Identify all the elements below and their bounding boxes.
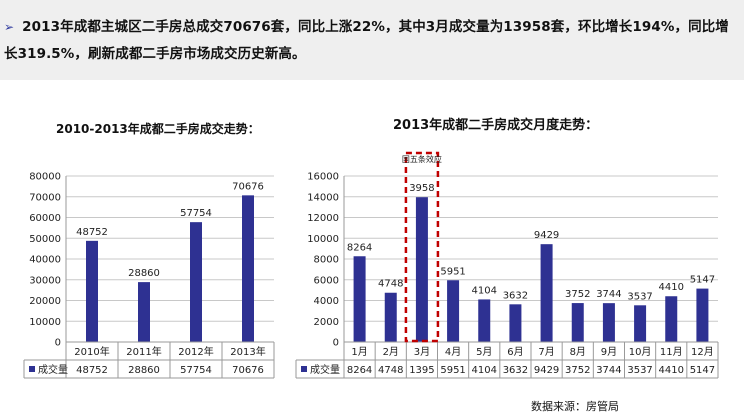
- bar: [353, 256, 366, 342]
- chart-title: 2010-2013年成都二手房成交走势：: [56, 121, 260, 136]
- bar: [696, 288, 709, 342]
- y-tick-label: 10000: [29, 317, 61, 328]
- data-label: 5951: [440, 266, 465, 277]
- bar: [509, 304, 522, 342]
- data-label: 4104: [472, 285, 497, 296]
- data-label: 9429: [534, 230, 559, 241]
- x-category-label: 7月: [538, 346, 554, 358]
- y-tick-label: 6000: [314, 275, 339, 286]
- data-source: 数据来源：房管局: [531, 400, 619, 413]
- table-value: 8264: [347, 365, 372, 376]
- data-label: 3744: [596, 289, 621, 300]
- y-tick-label: 12000: [307, 213, 339, 224]
- x-category-label: 10月: [629, 346, 652, 358]
- chart-2: 2013年成都二手房成交月度走势： 0 2000 4000 6000 8000 10000 1…: [295, 117, 719, 379]
- legend-label: 成交量: [38, 363, 68, 376]
- data-label: 48752: [76, 227, 108, 238]
- x-category-label: 8月: [570, 346, 586, 358]
- bar: [478, 299, 491, 342]
- table-value: 3752: [565, 365, 590, 376]
- table-value: 5147: [690, 365, 715, 376]
- x-category-label: 9月: [601, 346, 617, 358]
- annotation-label: 国五条效应: [402, 154, 442, 164]
- y-tick-label: 30000: [29, 275, 61, 286]
- x-category-label: 4月: [445, 346, 461, 358]
- x-category-label: 11月: [660, 346, 683, 358]
- bar: [602, 303, 615, 342]
- y-tick-label: 70000: [29, 192, 61, 203]
- y-tick-label: 4000: [314, 296, 339, 307]
- y-tick-label: 40000: [29, 255, 61, 266]
- table-value: 3537: [627, 365, 652, 376]
- data-label: 3537: [627, 291, 652, 302]
- y-tick-label: 16000: [307, 172, 339, 183]
- x-category-label: 6月: [507, 346, 523, 358]
- bar: [665, 296, 678, 342]
- bullet-arrow-icon: ➢: [4, 20, 15, 34]
- chart-1: 2010-2013年成都二手房成交走势： 0 10000 20000 30000 4000…: [23, 121, 275, 379]
- table-value: 1395: [409, 365, 434, 376]
- y-tick-label: 60000: [29, 213, 61, 224]
- headline: ➢ 2013年成都主城区二手房总成交70676套，同比上涨22%，其中3月成交量为…: [4, 14, 740, 68]
- x-category-label: 1月: [351, 346, 367, 358]
- table-value: 28860: [128, 365, 160, 376]
- table-value: 9429: [534, 365, 559, 376]
- x-category-label: 5月: [476, 346, 492, 358]
- data-label: 3958: [409, 183, 434, 194]
- x-category-label: 3月: [414, 346, 430, 358]
- x-category-label: 2012年: [178, 345, 213, 358]
- y-tick-label: 80000: [29, 172, 61, 183]
- bar: [634, 305, 647, 342]
- bar: [242, 195, 254, 342]
- data-label: 3632: [503, 290, 528, 301]
- highlight-box: [404, 151, 440, 343]
- bar: [571, 303, 584, 342]
- y-tick-label: 0: [333, 338, 339, 349]
- bar: [540, 244, 553, 342]
- data-label: 4748: [378, 279, 403, 290]
- data-label: 70676: [232, 181, 264, 192]
- bar: [138, 282, 150, 342]
- table-value: 3632: [503, 365, 528, 376]
- headline-band: [0, 0, 744, 80]
- table-value: 5951: [440, 365, 465, 376]
- data-label: 4410: [659, 282, 684, 293]
- data-label: 3752: [565, 289, 590, 300]
- chart-title: 2013年成都二手房成交月度走势：: [393, 117, 598, 133]
- legend-swatch: [301, 366, 307, 372]
- table-value: 3744: [596, 365, 621, 376]
- legend-label: 成交量: [310, 363, 340, 376]
- bar: [190, 222, 202, 342]
- x-category-label: 2010年: [74, 345, 109, 358]
- bar: [86, 240, 98, 342]
- bar: [415, 197, 428, 342]
- y-tick-label: 50000: [29, 234, 61, 245]
- bar: [384, 292, 397, 342]
- x-category-label: 2013年: [230, 345, 265, 358]
- table-value: 4748: [378, 365, 403, 376]
- table-value: 57754: [180, 365, 212, 376]
- y-tick-label: 20000: [29, 296, 61, 307]
- headline-text: 2013年成都主城区二手房总成交70676套，同比上涨22%，其中3月成交量为1…: [4, 19, 729, 62]
- x-category-label: 2011年: [126, 345, 161, 358]
- y-tick-label: 8000: [314, 255, 339, 266]
- y-tick-label: 14000: [307, 192, 339, 203]
- bar: [447, 280, 460, 342]
- y-tick-label: 0: [55, 338, 61, 349]
- legend-swatch: [29, 366, 35, 372]
- table-value: 4410: [659, 365, 684, 376]
- data-label: 5147: [690, 275, 715, 286]
- x-category-label: 2月: [383, 346, 399, 358]
- table-value: 48752: [76, 365, 108, 376]
- table-value: 70676: [232, 365, 264, 376]
- data-label: 57754: [180, 208, 212, 219]
- x-category-label: 12月: [691, 346, 714, 358]
- table-value: 4104: [472, 365, 497, 376]
- y-tick-label: 2000: [314, 317, 339, 328]
- data-label: 8264: [347, 242, 372, 253]
- y-tick-label: 10000: [307, 234, 339, 245]
- data-label: 28860: [128, 268, 160, 279]
